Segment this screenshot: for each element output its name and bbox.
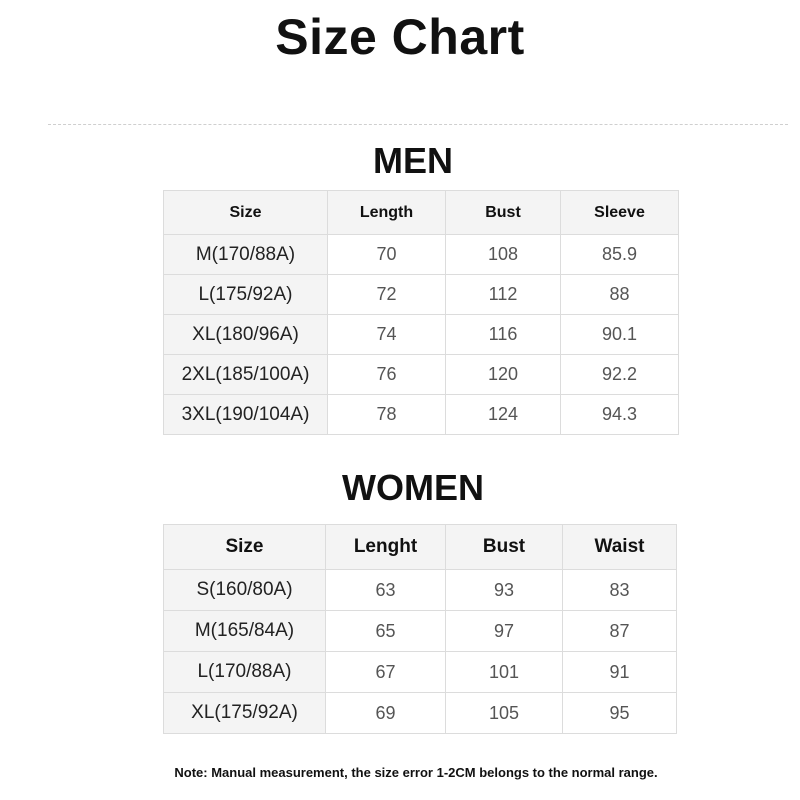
measurement-note: Note: Manual measurement, the size error… [174,765,658,780]
column-header: Bust [445,524,563,570]
men-heading: MEN [373,140,453,181]
measurement-cell: 120 [445,354,561,395]
measurement-cell: 124 [445,394,561,435]
measurement-cell: 85.9 [560,234,679,275]
size-cell: M(165/84A) [163,610,326,652]
measurement-cell: 108 [445,234,561,275]
table-header-row: Size Length Bust Sleeve [163,190,679,235]
size-cell: S(160/80A) [163,569,326,611]
size-cell: 3XL(190/104A) [163,394,328,435]
measurement-cell: 116 [445,314,561,355]
measurement-cell: 63 [325,569,446,611]
table-row: 2XL(185/100A) 76 120 92.2 [163,354,679,395]
measurement-cell: 94.3 [560,394,679,435]
women-heading: WOMEN [342,467,484,508]
size-cell: XL(180/96A) [163,314,328,355]
table-row: M(170/88A) 70 108 85.9 [163,234,679,275]
measurement-cell: 90.1 [560,314,679,355]
column-header: Size [163,190,328,235]
table-row: M(165/84A) 65 97 87 [163,610,677,652]
column-header: Length [327,190,446,235]
column-header: Bust [445,190,561,235]
measurement-cell: 93 [445,569,563,611]
column-header: Lenght [325,524,446,570]
measurement-cell: 70 [327,234,446,275]
measurement-cell: 76 [327,354,446,395]
table-row: L(170/88A) 67 101 91 [163,651,677,693]
measurement-cell: 74 [327,314,446,355]
measurement-cell: 67 [325,651,446,693]
column-header: Sleeve [560,190,679,235]
measurement-cell: 69 [325,692,446,734]
measurement-cell: 78 [327,394,446,435]
measurement-cell: 65 [325,610,446,652]
measurement-cell: 95 [562,692,677,734]
column-header: Waist [562,524,677,570]
table-row: L(175/92A) 72 112 88 [163,274,679,315]
table-row: XL(180/96A) 74 116 90.1 [163,314,679,355]
table-header-row: Size Lenght Bust Waist [163,524,677,570]
size-cell: L(175/92A) [163,274,328,315]
measurement-cell: 88 [560,274,679,315]
size-cell: XL(175/92A) [163,692,326,734]
size-cell: L(170/88A) [163,651,326,693]
page-title: Size Chart [275,9,525,65]
measurement-cell: 87 [562,610,677,652]
dashed-divider [48,124,788,125]
table-row: S(160/80A) 63 93 83 [163,569,677,611]
women-size-table: Size Lenght Bust Waist S(160/80A) 63 93 83 M(16… [163,524,677,734]
men-size-table: Size Length Bust Sleeve M(170/88A) 70 108 85.9… [163,190,679,435]
measurement-cell: 83 [562,569,677,611]
measurement-cell: 72 [327,274,446,315]
measurement-cell: 91 [562,651,677,693]
table-row: XL(175/92A) 69 105 95 [163,692,677,734]
measurement-cell: 97 [445,610,563,652]
measurement-cell: 112 [445,274,561,315]
measurement-cell: 92.2 [560,354,679,395]
measurement-cell: 101 [445,651,563,693]
size-cell: 2XL(185/100A) [163,354,328,395]
measurement-cell: 105 [445,692,563,734]
size-cell: M(170/88A) [163,234,328,275]
column-header: Size [163,524,326,570]
table-row: 3XL(190/104A) 78 124 94.3 [163,394,679,435]
